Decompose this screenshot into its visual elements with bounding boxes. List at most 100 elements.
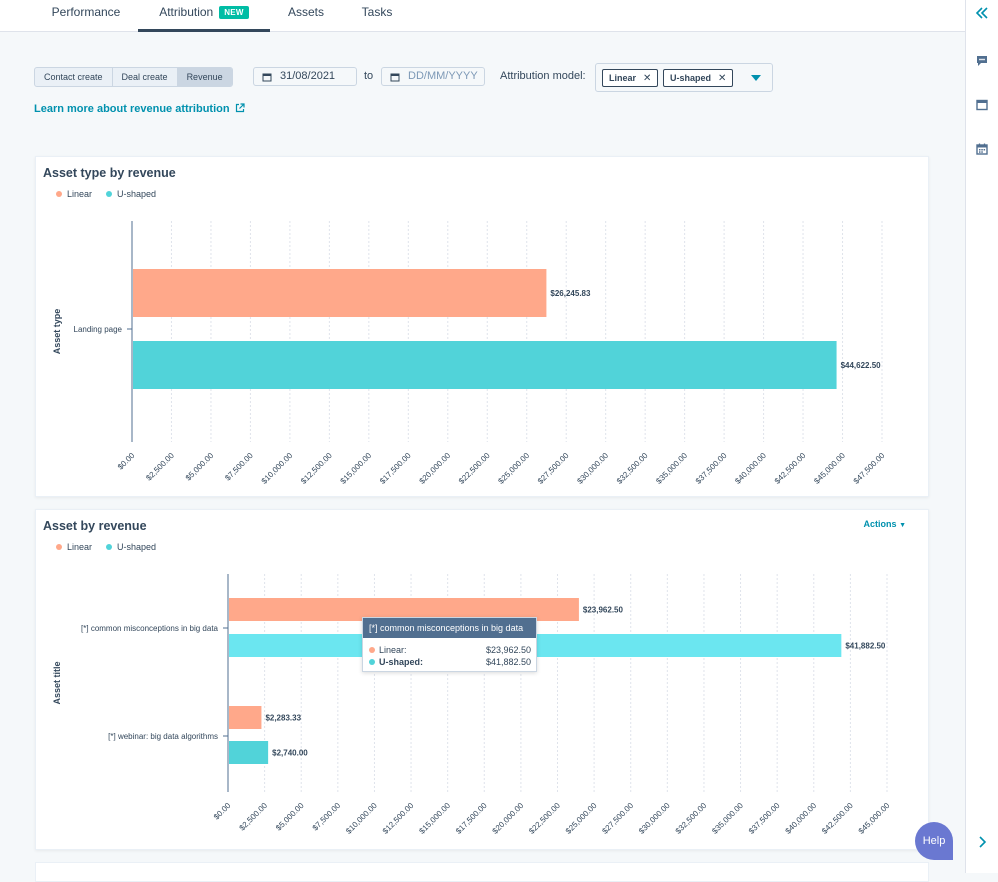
external-link-icon (235, 103, 245, 113)
x-tick-label: $5,000.00 (274, 801, 306, 833)
x-tick-label: $27,500.00 (600, 801, 635, 836)
bar-linear (229, 706, 262, 729)
x-tick-label: $12,500.00 (299, 451, 334, 486)
revenue-button[interactable]: Revenue (177, 68, 232, 86)
card-title: Asset type by revenue (43, 166, 176, 180)
window-icon[interactable] (975, 98, 989, 112)
legend-label: Linear (67, 189, 93, 199)
legend-label: U-shaped (117, 189, 157, 199)
chevron-right-icon[interactable] (975, 835, 989, 849)
data-label: $26,245.83 (550, 289, 591, 298)
data-label: $41,882.50 (845, 642, 886, 651)
x-tick-label: $10,000.00 (344, 801, 379, 836)
asset-bar-chart: $0.00 $2,500.00 $5,000.00 $7,500.00 $10,000.… (52, 574, 892, 836)
x-tick-label: $12,500.00 (381, 801, 416, 836)
legend-item-ushaped[interactable]: U-shaped (106, 189, 156, 199)
bar-linear (229, 598, 579, 621)
tooltip-label: Linear: (379, 645, 407, 655)
attribution-model-select[interactable]: Linear ✕ U-shaped ✕ (595, 63, 773, 92)
asset-type-by-revenue-card: Asset type by revenue Linear U-shaped $0… (35, 156, 929, 497)
end-date-input[interactable]: DD/MM/YYYY (381, 67, 485, 86)
caret-down-icon: ▼ (899, 522, 906, 529)
x-tick-label: $17,500.00 (454, 801, 489, 836)
chip-label: U-shaped (670, 73, 712, 83)
calendar-icon (262, 73, 272, 82)
chat-icon[interactable] (975, 54, 989, 68)
double-chevron-left-icon[interactable] (975, 6, 989, 20)
learn-more-link[interactable]: Learn more about revenue attribution (34, 103, 245, 115)
asset-type-bar-chart: $0.00 $2,500.00 $5,000.00 $7,500.00 $10,000.… (52, 221, 887, 486)
x-tick-label: $0.00 (212, 801, 233, 822)
x-tick-label: $32,500.00 (674, 801, 709, 836)
data-label: $23,962.50 (583, 606, 624, 615)
x-tick-label: $7,500.00 (311, 801, 343, 833)
tab-performance[interactable]: Performance (50, 0, 122, 32)
data-label: $44,622.50 (841, 361, 882, 370)
data-label: $2,283.33 (265, 714, 301, 723)
tab-label: Attribution (159, 5, 214, 19)
x-tick-label: $10,000.00 (260, 451, 295, 486)
bar-ushaped (229, 741, 269, 764)
x-tick-label: $22,500.00 (457, 451, 492, 486)
x-tick-label: $42,500.00 (820, 801, 855, 836)
legend-label: Linear (67, 542, 93, 552)
help-label: Help (922, 835, 946, 847)
x-tick-label: $17,500.00 (378, 451, 413, 486)
tooltip-value: $23,962.50 (485, 645, 531, 655)
x-tick-label: $45,000.00 (812, 451, 847, 486)
start-date-value: 31/08/2021 (280, 70, 336, 82)
model-chip-ushaped: U-shaped ✕ (663, 69, 734, 87)
x-tick-label: $45,000.00 (857, 801, 892, 836)
data-label: $2,740.00 (272, 749, 308, 758)
tooltip-swatch (369, 659, 375, 665)
legend-label: U-shaped (117, 542, 157, 552)
chart-legend: Linear U-shaped (56, 542, 156, 552)
bar-ushaped (133, 341, 837, 389)
chart-tooltip: [*] common misconceptions in big data Li… (362, 617, 537, 672)
end-date-placeholder: DD/MM/YYYY (408, 70, 478, 82)
tab-attribution[interactable]: Attribution NEW (138, 0, 270, 32)
remove-icon[interactable]: ✕ (643, 73, 652, 84)
legend-swatch (106, 544, 113, 550)
contact-create-button[interactable]: Contact create (35, 68, 113, 86)
x-tick-label: $5,000.00 (184, 451, 216, 483)
right-sidebar (965, 0, 998, 873)
tooltip-title: [*] common misconceptions in big data (363, 618, 536, 638)
x-tick-label: $2,500.00 (144, 451, 176, 483)
y-axis-title: Asset type (52, 309, 62, 355)
x-tick-label: $7,500.00 (223, 451, 255, 483)
legend-swatch (106, 191, 113, 197)
y-axis-title: Asset title (52, 661, 62, 704)
x-tick-label: $0.00 (116, 451, 137, 472)
calendar-icon[interactable] (975, 142, 989, 156)
chevron-down-icon[interactable] (751, 75, 761, 81)
start-date-input[interactable]: 31/08/2021 (253, 67, 357, 86)
card-title: Asset by revenue (43, 519, 147, 533)
calendar-icon (390, 73, 400, 82)
legend-item-linear[interactable]: Linear (56, 542, 92, 552)
actions-label: Actions (863, 519, 897, 529)
chart-legend: Linear U-shaped (56, 189, 156, 199)
x-tick-label: $37,500.00 (747, 801, 782, 836)
x-tick-label: $25,000.00 (496, 451, 531, 486)
x-tick-label: $15,000.00 (339, 451, 374, 486)
to-label: to (364, 70, 374, 82)
legend-item-linear[interactable]: Linear (56, 189, 92, 199)
x-tick-label: $40,000.00 (784, 801, 819, 836)
x-tick-label: $15,000.00 (417, 801, 452, 836)
tab-label: Assets (287, 5, 324, 19)
x-tick-label: $27,500.00 (536, 451, 571, 486)
legend-swatch (56, 191, 62, 197)
x-tick-label: $20,000.00 (491, 801, 526, 836)
tab-assets[interactable]: Assets (283, 0, 329, 32)
legend-item-ushaped[interactable]: U-shaped (106, 542, 156, 552)
help-button[interactable]: Help (915, 822, 953, 860)
new-badge: NEW (219, 6, 249, 19)
tab-tasks[interactable]: Tasks (357, 0, 397, 32)
deal-create-button[interactable]: Deal create (113, 68, 178, 86)
category-label: [*] common misconceptions in big data (81, 624, 219, 633)
remove-icon[interactable]: ✕ (718, 73, 727, 84)
actions-dropdown[interactable]: Actions ▼ (864, 519, 906, 529)
x-tick-label: $30,000.00 (575, 451, 610, 486)
chip-label: Linear (609, 73, 637, 83)
